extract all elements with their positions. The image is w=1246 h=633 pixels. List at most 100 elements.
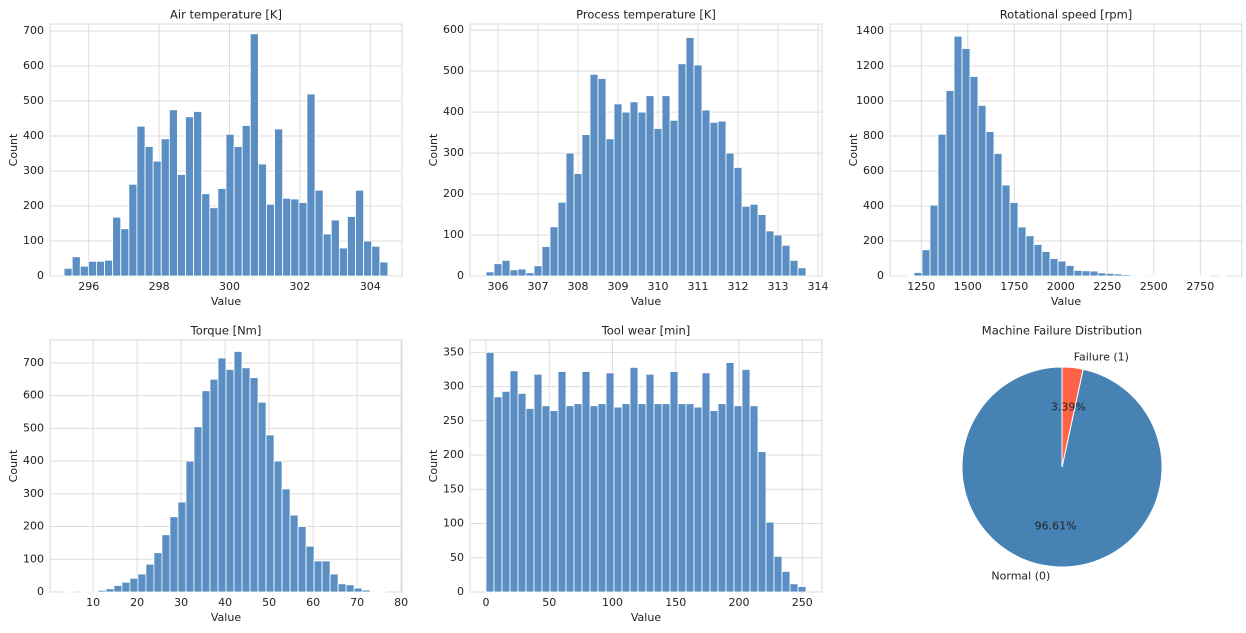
- bar: [629, 101, 639, 277]
- y-tick-label: 50: [450, 551, 464, 564]
- bar: [361, 589, 371, 593]
- x-tick-label: 2500: [1140, 280, 1168, 293]
- bar: [557, 201, 567, 277]
- bar: [661, 403, 671, 593]
- bar: [725, 152, 735, 277]
- x-tick-label: 306: [488, 280, 509, 293]
- bar: [621, 111, 631, 277]
- bar: [379, 261, 389, 277]
- bar: [773, 555, 783, 593]
- bar: [765, 230, 775, 277]
- bar: [517, 268, 527, 277]
- bar: [177, 174, 186, 277]
- x-tick-label: 2000: [1047, 280, 1075, 293]
- bar: [929, 204, 939, 277]
- bar: [1017, 226, 1027, 277]
- bar: [685, 403, 695, 593]
- bar: [637, 403, 647, 593]
- bar: [1097, 272, 1107, 277]
- bar: [153, 552, 163, 593]
- bar: [741, 205, 751, 277]
- x-tick-label: 2750: [1186, 280, 1214, 293]
- bar: [509, 269, 519, 277]
- bar: [225, 369, 235, 593]
- bar: [1041, 251, 1051, 277]
- x-tick-label: 60: [306, 596, 320, 609]
- bar: [1121, 274, 1131, 277]
- bar: [717, 403, 727, 593]
- y-tick-label: 100: [443, 517, 464, 530]
- x-tick-label: 150: [665, 596, 686, 609]
- bar: [557, 371, 567, 593]
- bar: [485, 271, 495, 277]
- x-tick-label: 314: [808, 280, 829, 293]
- y-axis-label: Count: [427, 133, 440, 166]
- bar: [1089, 270, 1099, 277]
- bar: [637, 111, 647, 277]
- bar: [533, 265, 543, 277]
- y-tick-label: 800: [863, 129, 884, 142]
- y-tick-label: 400: [863, 199, 884, 212]
- bar: [613, 103, 623, 277]
- y-tick-label: 500: [23, 421, 44, 434]
- bar: [257, 163, 267, 277]
- y-tick-label: 300: [23, 487, 44, 500]
- bar: [605, 138, 615, 277]
- x-tick-label: 302: [289, 280, 310, 293]
- x-axis-label: Value: [211, 611, 241, 624]
- bar: [493, 263, 503, 277]
- bar: [249, 377, 259, 593]
- bar: [305, 545, 315, 593]
- x-tick-label: 50: [542, 596, 556, 609]
- y-tick-label: 300: [443, 146, 464, 159]
- y-tick-label: 700: [23, 356, 44, 369]
- bar: [573, 173, 583, 277]
- bar: [645, 373, 655, 593]
- y-tick-label: 1200: [856, 59, 884, 72]
- y-tick-label: 200: [443, 448, 464, 461]
- bar: [549, 226, 559, 277]
- bar: [355, 189, 365, 277]
- y-tick-label: 200: [23, 199, 44, 212]
- slice-label: Failure (1): [1074, 351, 1129, 364]
- bar: [709, 121, 719, 277]
- bar: [797, 586, 807, 593]
- bar: [87, 260, 97, 277]
- chart-title: Air temperature [K]: [170, 8, 282, 22]
- pie-slice: [1061, 366, 1084, 468]
- y-tick-label: 100: [23, 552, 44, 565]
- y-tick-label: 200: [23, 520, 44, 533]
- y-tick-label: 0: [877, 269, 884, 282]
- bar: [589, 74, 599, 277]
- bar: [128, 183, 138, 277]
- bar: [613, 406, 623, 593]
- x-axis-label: Value: [631, 295, 661, 308]
- bar: [921, 249, 931, 277]
- y-tick-label: 0: [457, 269, 464, 282]
- bar: [347, 216, 356, 277]
- bar: [913, 272, 923, 277]
- bar: [96, 260, 105, 277]
- bar: [1185, 274, 1195, 277]
- bar: [945, 90, 955, 277]
- bar: [322, 233, 332, 277]
- x-tick-label: 309: [608, 280, 629, 293]
- y-tick-label: 100: [443, 228, 464, 241]
- y-tick-label: 1000: [856, 94, 884, 107]
- bar: [1073, 269, 1083, 277]
- y-tick-label: 350: [443, 345, 464, 358]
- bar: [193, 426, 203, 593]
- y-tick-label: 600: [443, 23, 464, 36]
- bar: [525, 272, 535, 277]
- bar: [709, 410, 719, 593]
- bar: [281, 488, 291, 593]
- bar: [969, 76, 979, 277]
- bar: [1113, 273, 1123, 277]
- bar: [493, 396, 503, 593]
- y-axis-label: Count: [427, 449, 440, 482]
- x-tick-label: 296: [78, 280, 99, 293]
- bar: [201, 390, 211, 593]
- y-tick-label: 600: [23, 389, 44, 402]
- y-axis-label: Count: [847, 133, 860, 166]
- bar: [533, 373, 543, 593]
